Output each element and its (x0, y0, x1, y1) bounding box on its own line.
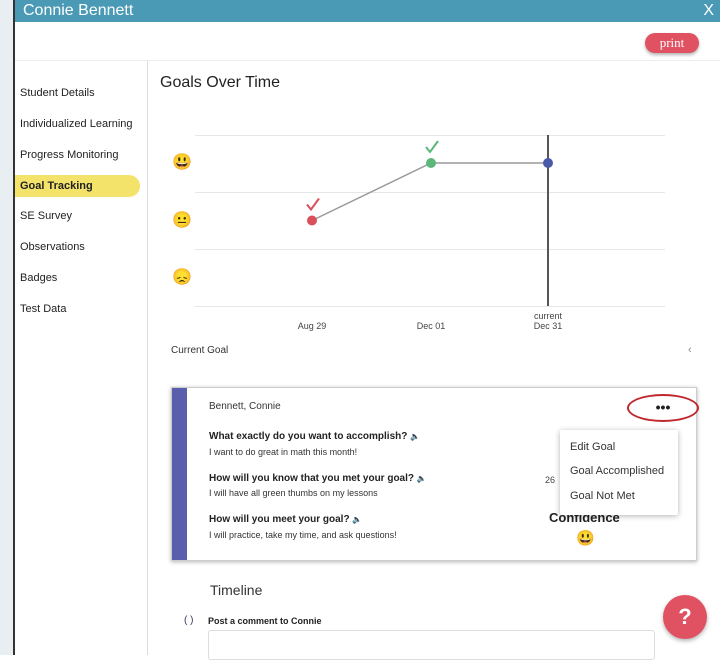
more-options-button[interactable]: ••• (627, 394, 699, 422)
current-label: current (533, 311, 563, 321)
page-title: Goals Over Time (160, 74, 281, 91)
check-icon (425, 140, 439, 154)
grinning-face-icon: 😃 (172, 154, 192, 171)
modal-header: Connie Bennett X (15, 0, 720, 22)
goal-question: What exactly do you want to accomplish? … (209, 431, 421, 442)
gridline (195, 192, 665, 193)
print-button[interactable]: print (645, 33, 699, 53)
goal-options-menu: Edit Goal Goal Accomplished Goal Not Met (560, 430, 678, 515)
post-comment-label: Post a comment to Connie (208, 616, 322, 626)
card-accent-bar (172, 388, 187, 560)
goal-answer: I will have all green thumbs on my lesso… (209, 488, 378, 498)
goal-answer: I will practice, take my time, and ask q… (209, 530, 397, 540)
divider (15, 60, 720, 61)
sidebar-item-badges[interactable]: Badges (20, 272, 58, 284)
menu-item-edit-goal[interactable]: Edit Goal (570, 441, 616, 453)
sidebar-item-se-survey[interactable]: SE Survey (20, 210, 72, 222)
partial-text: 26 (545, 475, 556, 485)
x-tick-label: Dec 31 (533, 321, 563, 331)
sidebar: Student Details Individualized Learning … (15, 61, 148, 655)
speaker-icon[interactable]: 🔈 (352, 515, 363, 524)
speaker-icon[interactable]: 🔈 (416, 474, 427, 483)
chevron-left-icon[interactable]: ‹ (688, 344, 692, 356)
data-point (543, 158, 553, 168)
timeline-heading: Timeline (210, 582, 263, 598)
x-tick-label: Aug 29 (297, 321, 327, 331)
grinning-face-icon: 😃 (576, 530, 595, 547)
x-tick-label: Dec 01 (416, 321, 446, 331)
gridline (195, 135, 665, 136)
data-point (307, 215, 317, 226)
data-point (426, 158, 436, 168)
window-title: Connie Bennett (23, 2, 134, 19)
goal-question: How will you know that you met your goal… (209, 473, 427, 484)
current-goal-label: Current Goal (171, 345, 229, 356)
background-window-edge (0, 0, 15, 655)
sidebar-item-goal-tracking[interactable]: Goal Tracking (15, 175, 140, 197)
gridline (195, 249, 665, 250)
sidebar-item-individualized-learning[interactable]: Individualized Learning (20, 118, 133, 130)
close-button[interactable]: X (703, 2, 714, 19)
goal-answer: I want to do great in math this month! (209, 447, 358, 457)
gridline (195, 306, 665, 307)
menu-item-goal-not-met[interactable]: Goal Not Met (570, 490, 635, 502)
neutral-face-icon: 😐 (172, 211, 192, 229)
student-name: Bennett, Connie (209, 401, 281, 412)
comment-input[interactable] (208, 630, 655, 660)
menu-item-goal-accomplished[interactable]: Goal Accomplished (570, 465, 665, 477)
sidebar-item-student-details[interactable]: Student Details (20, 87, 95, 99)
help-button[interactable]: ? (663, 595, 707, 639)
sidebar-item-observations[interactable]: Observations (20, 241, 85, 253)
speaker-icon[interactable]: 🔈 (410, 432, 421, 441)
loading-spinner-icon: ( ) (184, 615, 194, 626)
sidebar-item-progress-monitoring[interactable]: Progress Monitoring (20, 149, 119, 161)
sidebar-item-test-data[interactable]: Test Data (20, 303, 67, 315)
goal-question: How will you meet your goal? 🔈 (209, 514, 363, 525)
check-icon (306, 197, 320, 212)
sad-face-icon: 😞 (172, 269, 192, 286)
